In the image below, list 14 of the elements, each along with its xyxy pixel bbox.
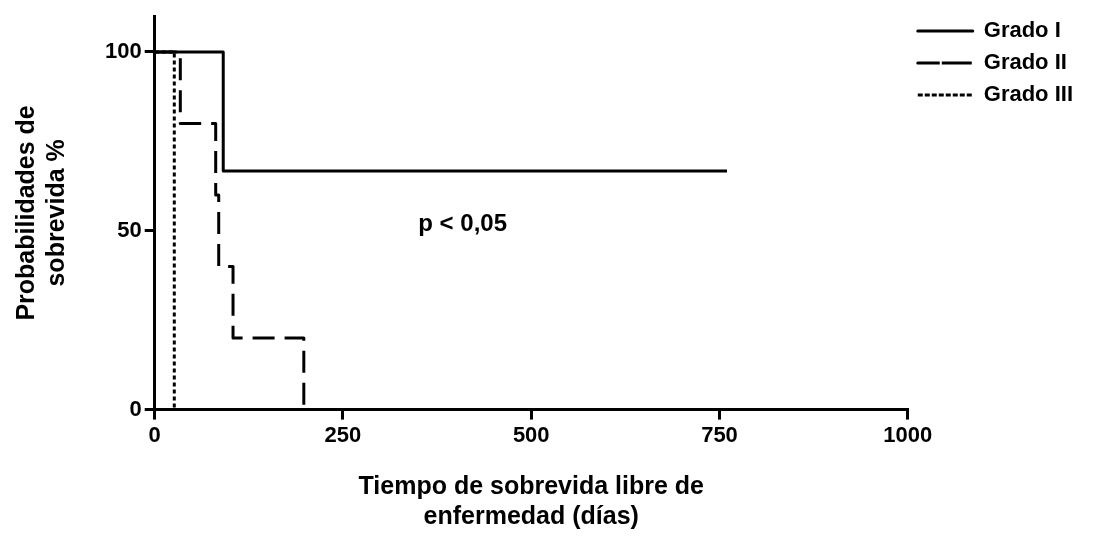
- annotation: p < 0,05: [418, 209, 508, 237]
- x-tick-label: 0: [148, 421, 161, 447]
- y-tick-label: 100: [104, 38, 142, 64]
- x-axis-title: Tiempo de sobrevida libre de enfermedad (días): [358, 470, 705, 529]
- legend-label: Grado III: [983, 81, 1074, 107]
- x-tick-label: 500: [512, 421, 550, 447]
- y-axis-title: Probabilidades de sobrevida %: [10, 105, 69, 321]
- legend-label: Grado II: [983, 49, 1067, 75]
- legend-label: Grado I: [983, 17, 1061, 43]
- x-tick-label: 750: [701, 421, 738, 447]
- y-tick-label: 50: [117, 216, 142, 242]
- x-tick-label: 1000: [883, 421, 933, 447]
- x-tick-label: 250: [324, 421, 362, 447]
- y-tick-label: 0: [129, 395, 142, 421]
